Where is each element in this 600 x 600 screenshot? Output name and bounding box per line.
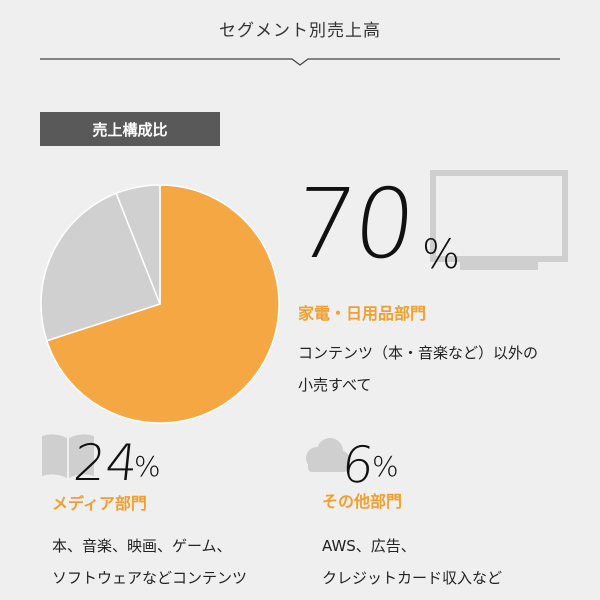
media-desc-line-1: 本、音楽、映画、ゲーム、 — [52, 537, 232, 555]
pie-slice-0 — [45, 184, 280, 424]
cloud-icon — [306, 438, 350, 472]
appliances-desc-line-2: 小売すべて — [298, 376, 372, 394]
other-description: AWS、広告、 クレジットカード収入など — [322, 530, 502, 594]
other-title: その他部門 — [322, 492, 403, 511]
monitor-icon — [430, 170, 568, 270]
pie-chart — [40, 184, 280, 424]
composition-badge: 売上構成比 — [40, 112, 220, 146]
appliances-desc-line-1: コンテンツ（本・音楽など）以外の — [298, 344, 539, 362]
other-desc-line-2: クレジットカード収入など — [322, 569, 503, 587]
appliances-percent-unit: % — [422, 232, 461, 278]
media-percent: 24 — [70, 434, 141, 492]
media-description: 本、音楽、映画、ゲーム、 ソフトウェアなどコンテンツ — [52, 530, 247, 594]
header-divider — [40, 58, 560, 66]
page-title: セグメント別売上高 — [219, 21, 381, 41]
media-percent-unit: % — [134, 450, 161, 483]
media-desc-line-2: ソフトウェアなどコンテンツ — [52, 569, 248, 587]
pie-slice-2 — [115, 184, 161, 305]
media-title: メディア部門 — [52, 494, 147, 513]
other-desc-line-1: AWS、広告、 — [322, 537, 416, 555]
appliances-description: コンテンツ（本・音楽など）以外の 小売すべて — [298, 337, 538, 401]
appliances-title: 家電・日用品部門 — [298, 304, 427, 323]
other-percent-unit: % — [372, 450, 399, 483]
appliances-percent: 70 — [289, 168, 420, 280]
book-icon — [42, 434, 94, 478]
other-percent: 6 — [338, 436, 377, 494]
